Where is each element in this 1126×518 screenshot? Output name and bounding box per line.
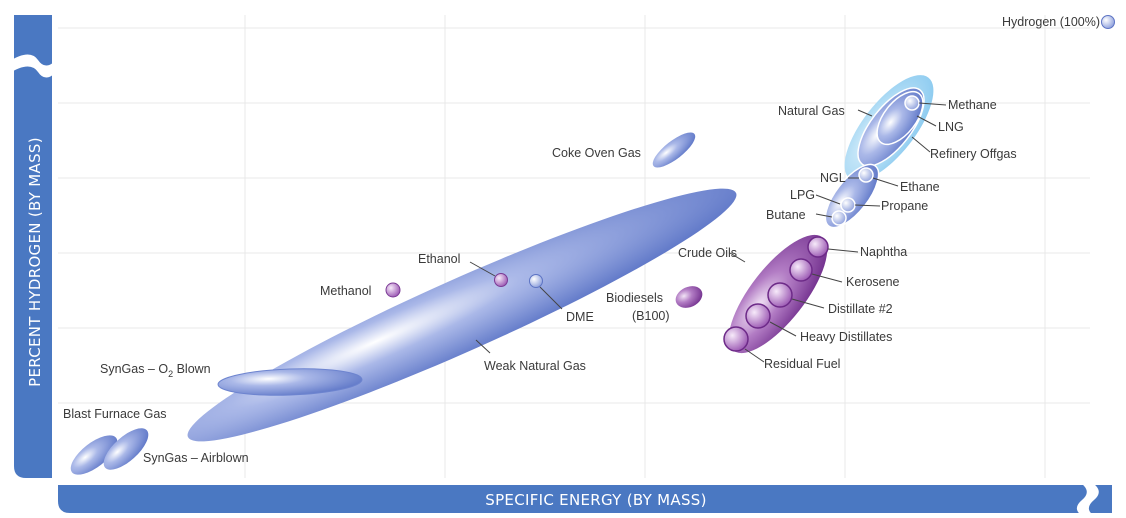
syngas-airblown-label: SynGas – Airblown (143, 451, 249, 465)
weak-natural-gas-label: Weak Natural Gas (484, 359, 586, 373)
x-axis-break-icon (1076, 480, 1099, 518)
propane-label: Propane (881, 199, 928, 213)
methane-label: Methane (948, 98, 997, 112)
naphtha-marker (807, 236, 829, 258)
dme-label: DME (566, 310, 594, 324)
y-axis: PERCENT HYDROGEN (BY MASS) (8, 15, 58, 478)
ethanol-marker (494, 273, 508, 287)
legend-label: Hydrogen (100%) (1002, 15, 1100, 29)
natural-gas-group (844, 75, 934, 181)
legend: Hydrogen (100%) (1002, 15, 1115, 29)
biodiesels-label: Biodiesels (606, 291, 663, 305)
blast-furnace-gas-label: Blast Furnace Gas (63, 407, 167, 421)
hydrogen-marker-icon (1101, 15, 1115, 29)
biodiesels-sublabel: (B100) (632, 309, 670, 323)
methanol-label: Methanol (320, 284, 371, 298)
propane-marker (840, 197, 856, 213)
refinery-offgas-label: Refinery Offgas (930, 147, 1017, 161)
lpg-label: LPG (790, 188, 815, 202)
coke-oven-gas-label: Coke Oven Gas (552, 146, 641, 160)
butane-label: Butane (766, 208, 806, 222)
kerosene-label: Kerosene (846, 275, 900, 289)
y-axis-title: PERCENT HYDROGEN (BY MASS) (26, 137, 44, 387)
ngl-group (824, 163, 880, 229)
leader-lines (469, 102, 947, 363)
ethanol-label: Ethanol (418, 252, 460, 266)
dme-marker (529, 274, 543, 288)
ethane-label: Ethane (900, 180, 940, 194)
methanol-marker (385, 282, 401, 298)
crude-oils-label: Crude Oils (678, 246, 737, 260)
blast-furnace-gas-ellipse (70, 435, 118, 475)
naphtha-label: Naphtha (860, 245, 907, 259)
syngas-airblown-ellipse (103, 428, 149, 470)
x-axis: SPECIFIC ENERGY (BY MASS) (58, 480, 1112, 518)
butane-marker (831, 210, 847, 226)
residual-fuel-label: Residual Fuel (764, 357, 840, 371)
lng-label: LNG (938, 120, 964, 134)
ethane-marker (858, 167, 874, 183)
distillate-2-marker (767, 282, 793, 308)
crude-oils-group (723, 234, 829, 354)
coke-oven-gas-ellipse (652, 132, 696, 168)
syngas-o2-ellipse (217, 368, 363, 396)
syngas-o2-label: SynGas – O2 Blown (100, 362, 211, 379)
y-axis-break-icon (8, 54, 58, 78)
ngl-label: NGL (820, 171, 846, 185)
residual-fuel-marker (723, 326, 749, 352)
heavy-distillates-marker (745, 303, 771, 329)
distillate-2-label: Distillate #2 (828, 302, 893, 316)
heavy-distillates-label: Heavy Distillates (800, 330, 892, 344)
biodiesels-ellipse (675, 286, 703, 308)
labels: Blast Furnace Gas SynGas – Airblown SynG… (63, 98, 1017, 465)
methane-marker (904, 95, 920, 111)
kerosene-marker (789, 258, 813, 282)
x-axis-title: SPECIFIC ENERGY (BY MASS) (485, 491, 707, 509)
natural-gas-label: Natural Gas (778, 104, 845, 118)
